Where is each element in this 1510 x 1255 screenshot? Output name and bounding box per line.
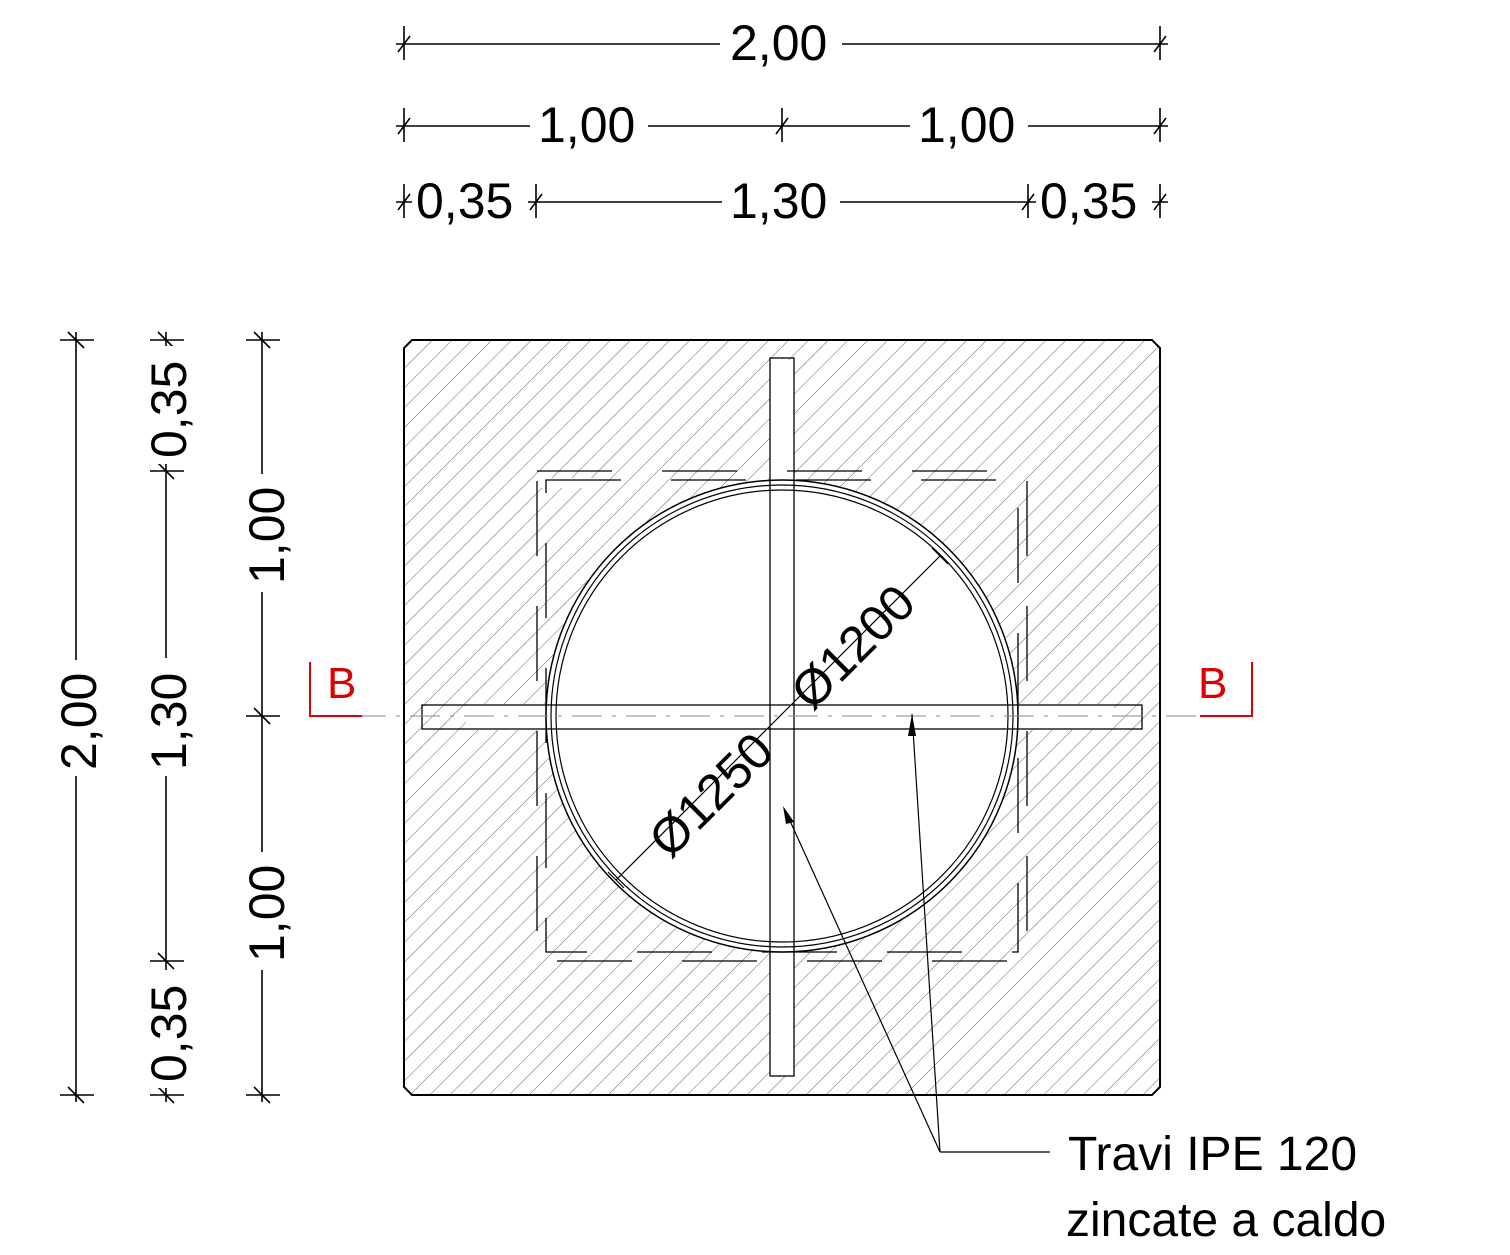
section-label-right: B	[1198, 659, 1227, 708]
beam-gaps	[476, 420, 1114, 990]
note-line-2: zincate a caldo	[1066, 1194, 1386, 1247]
dim-top-center: 1,30	[730, 173, 827, 229]
beams	[421, 357, 1143, 1077]
dim-top-half-right: 1,00	[918, 97, 1015, 153]
dim-left-half-top: 1,00	[239, 487, 295, 584]
dim-top-left-edge: 0,35	[416, 173, 513, 229]
dim-top-total: 2,00	[730, 15, 827, 71]
section-mark-right	[1200, 662, 1253, 717]
slab-outline	[403, 339, 1161, 1096]
leader-d1200	[779, 555, 941, 717]
section-line: B B	[309, 659, 1253, 717]
dim-left-total: 2,00	[51, 673, 107, 770]
dim-left-edge-top: 0,35	[141, 361, 197, 458]
leader-d1250	[615, 715, 781, 881]
dim-left-edge-bottom: 0,35	[141, 985, 197, 1082]
dim-left-half-bottom: 1,00	[239, 865, 295, 962]
beam-vertical	[769, 357, 795, 1077]
note-line-1: Travi IPE 120	[1068, 1128, 1357, 1181]
dim-top-right-edge: 0,35	[1040, 173, 1137, 229]
section-mark-left	[309, 662, 362, 717]
section-label-left: B	[327, 659, 356, 708]
beam-horizontal	[421, 704, 1143, 730]
dim-top-half-left: 1,00	[538, 97, 635, 153]
left-dimensions: 2,00 0,35 1,30 0,35 1,00 1,00	[51, 331, 295, 1104]
dim-left-center: 1,30	[141, 673, 197, 770]
note-leaders: Travi IPE 120 zincate a caldo	[783, 713, 1386, 1247]
top-dimensions: 2,00 1,00 1,00 0,35 1,30 0,35	[396, 15, 1168, 229]
